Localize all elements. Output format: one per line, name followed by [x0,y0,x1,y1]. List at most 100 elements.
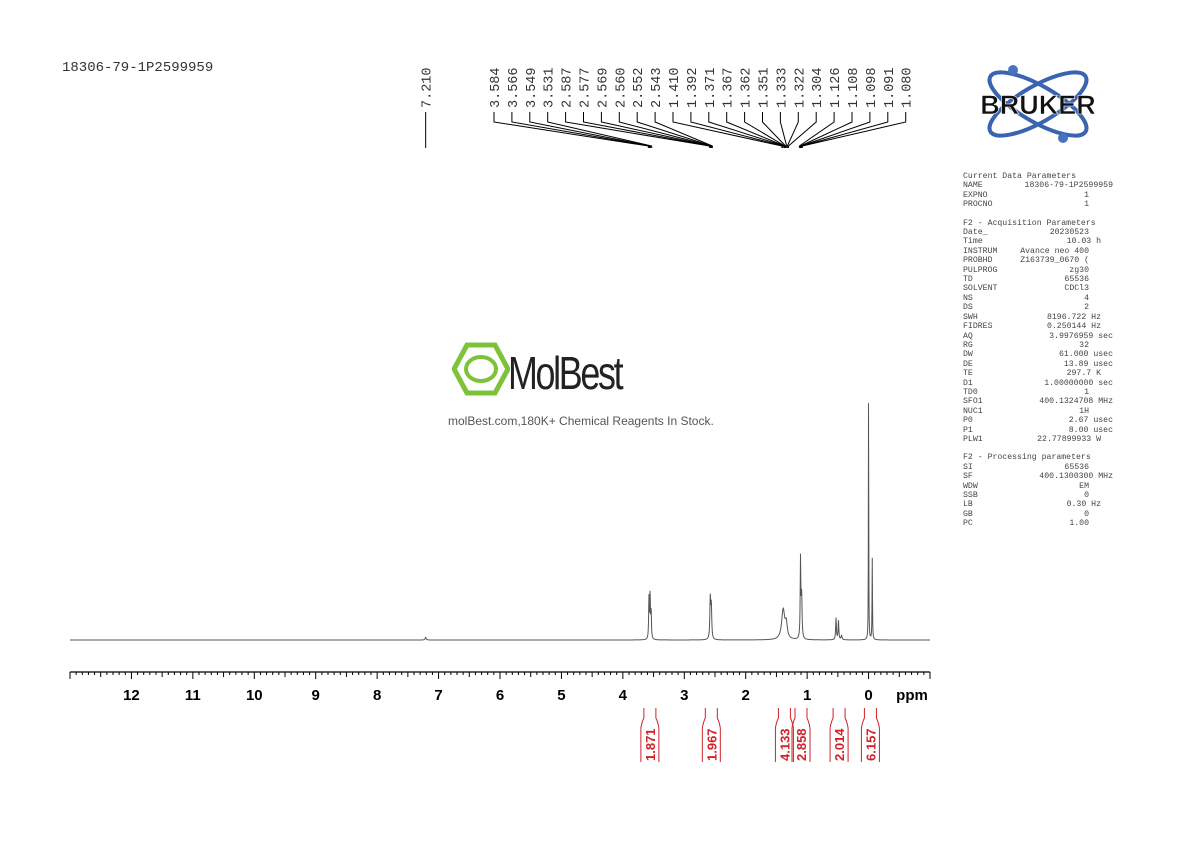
peak-label-leader [798,112,835,148]
acq-row: Time 10.03 h [963,237,1101,247]
acq-row: TD 65536 [963,275,1089,285]
current-row: EXPNO 1 [963,190,1089,200]
peak-label: 1.371 [704,67,719,108]
acq-row: TE 297.7 K [963,369,1101,379]
peak-label: 1.098 [865,67,880,108]
peak-label: 1.367 [722,67,737,108]
acq-row: PROBHD Z163739_0670 ( [963,256,1089,266]
peak-label: 1.126 [829,67,844,108]
peak-label: 3.566 [507,67,522,108]
integral-value: 1.871 [643,728,658,761]
acq-row: SWH 8196.722 Hz [963,312,1101,322]
bruker-logo: BRUKER [958,62,1118,147]
peak-label-leader [565,112,711,148]
integral-value: 6.157 [863,728,878,761]
peak-label: 1.410 [668,67,683,108]
x-tick-label: 1 [803,687,811,704]
peak-label-leader [636,112,713,148]
peak-label: 1.392 [686,67,701,108]
x-tick-label: 8 [373,687,381,704]
integral-value: 4.133 [777,728,792,761]
peak-label-leader [600,112,712,148]
acq-row: INSTRUM Avance neo 400 [963,246,1089,256]
acq-row: D1 1.00000000 sec [963,378,1113,388]
peak-label-leader [787,112,817,148]
peak-label-leader [800,112,853,148]
integral-bracket [774,708,794,762]
x-tick-label: 0 [864,687,872,704]
acq-row: FIDRES 0.250144 Hz [963,322,1101,332]
acq-row: NUC1 1H [963,406,1089,416]
acq-row: SFO1 400.1324708 MHz [963,397,1113,407]
x-tick-label: 7 [434,687,442,704]
x-axis-label: ppm [896,687,928,704]
x-tick-label: 3 [680,687,688,704]
peak-label-leader [801,112,907,148]
acq-row: TD0 1 [963,387,1089,397]
proc-row: PC 1.00 [963,519,1089,529]
peak-label-leader [654,112,713,148]
peak-label: 3.531 [543,67,558,108]
acq-row: P0 2.67 usec [963,416,1113,426]
integral-bracket [860,708,880,762]
peak-label: 1.351 [758,67,773,108]
peak-label-leader [801,112,889,148]
integral-value: 1.967 [704,728,719,761]
peak-label-leader [493,112,649,148]
acq-row: P1 8.00 usec [963,425,1113,435]
peak-label: 2.552 [632,67,647,108]
integral-value: 2.858 [794,728,809,761]
acq-row: Date_ 20230523 [963,228,1089,238]
acq-row: DS 2 [963,303,1089,313]
watermark-tagline: molBest.com,180K+ Chemical Reagents In S… [448,414,714,428]
peak-label-leader [744,112,786,148]
sample-name: 18306-79-1P2599959 [62,60,214,76]
proc-row: WDW EM [963,481,1089,491]
peak-label-leader [511,112,651,148]
peak-label: 1.333 [775,67,790,108]
x-tick-label: 12 [123,687,140,704]
x-tick-label: 2 [742,687,750,704]
current-params-title: Current Data Parameters [963,172,1077,181]
proc-params-title: F2 - Processing parameters [963,453,1091,463]
integral-value: 2.014 [832,728,847,761]
acquisition-parameters-panel: Current Data Parameters NAME 18306-79-1P25… [963,172,1113,529]
peak-label: 2.560 [614,67,629,108]
peak-label: 3.549 [525,67,540,108]
peak-label-leader [672,112,783,148]
peak-label: 1.091 [883,67,898,108]
peak-label: 2.587 [561,67,576,108]
benzene-logo-icon [452,342,510,396]
integral-bracket [701,708,721,762]
acq-row: SOLVENT CDCl3 [963,284,1089,294]
peak-label: 1.108 [847,67,862,108]
peak-label: 1.304 [811,67,826,108]
peak-label: 3.584 [489,67,504,108]
peak-label: 1.322 [793,67,808,108]
peak-label-leader [786,112,799,148]
acq-row: PLW1 22.77899933 W [963,434,1101,444]
peak-label: 1.362 [740,67,755,108]
peak-label-leader [690,112,784,148]
x-tick-label: 9 [312,687,320,704]
peak-label: 7.210 [421,67,436,108]
acq-params-title: F2 - Acquisition Parameters [963,218,1096,228]
watermark-name: MolBest [508,347,624,399]
proc-row: GB 0 [963,509,1089,519]
current-row: NAME 18306-79-1P2599959 [963,181,1113,191]
proc-row: LB 0.30 Hz [963,500,1101,510]
spectrum-trace [70,403,930,641]
proc-row: SF 400.1300300 MHz [963,472,1113,482]
svg-text:BRUKER: BRUKER [980,90,1096,120]
acq-row: RG 32 [963,340,1089,350]
proc-row: SSB 0 [963,491,1089,500]
acq-row: DW 61.000 usec [963,350,1113,360]
peak-label-leader [529,112,652,148]
peak-label-leader [547,112,653,148]
acq-row: NS 4 [963,293,1089,303]
integral-bracket [791,708,811,762]
integral-bracket [829,708,849,762]
current-row: PROCNO 1 [963,200,1089,210]
x-tick-label: 11 [185,687,201,704]
